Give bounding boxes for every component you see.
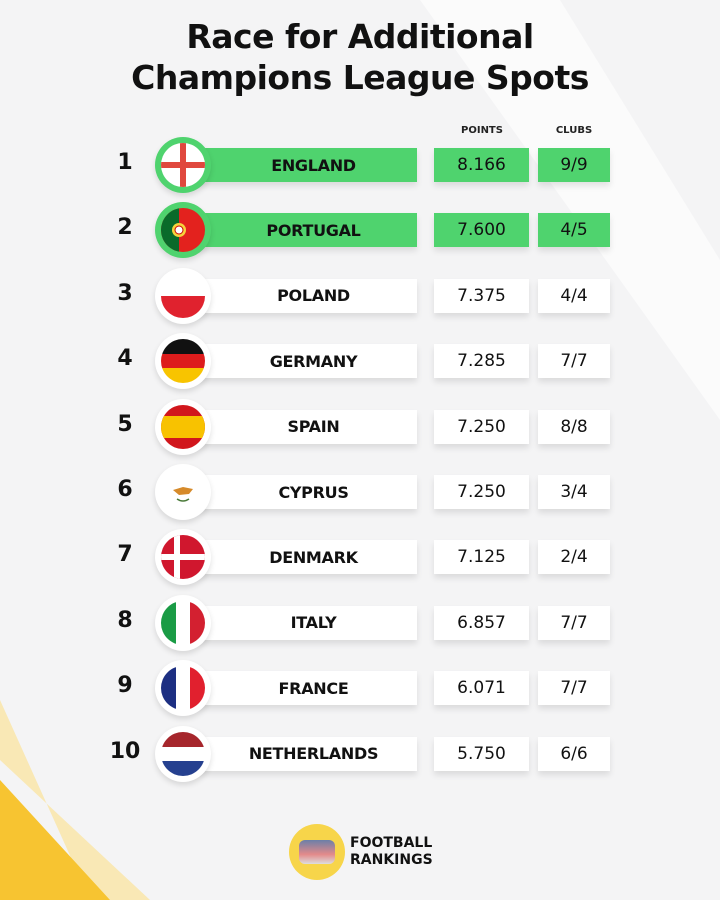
rank-number: 8 — [117, 607, 133, 633]
decorative-stripe-yellow — [0, 780, 110, 900]
clubs-value: 2/4 — [538, 540, 610, 575]
country-name: FRANCE — [195, 671, 417, 706]
table-row: 10 NETHERLANDS 5.750 6/6 — [0, 725, 720, 785]
brand-line-2: RANKINGS — [350, 852, 433, 868]
table-row: 9 FRANCE 6.071 7/7 — [0, 659, 720, 719]
rank-number: 2 — [117, 215, 133, 241]
title-line-1: Race for Additional — [186, 17, 534, 56]
logo-image — [299, 840, 335, 864]
rank-number: 9 — [117, 673, 133, 699]
country-name: ITALY — [195, 605, 417, 640]
table-row: 1 ENGLAND 8.166 9/9 — [0, 136, 720, 196]
country-name: PORTUGAL — [195, 213, 417, 248]
points-value: 6.071 — [434, 671, 529, 706]
table-row: 3 POLAND 7.375 4/4 — [0, 267, 720, 327]
clubs-header: CLUBS — [555, 125, 593, 136]
table-row: 4 GERMANY 7.285 7/7 — [0, 332, 720, 392]
clubs-value: 6/6 — [538, 736, 610, 771]
points-value: 7.375 — [434, 278, 529, 313]
france-flag-icon — [155, 660, 211, 717]
football-rankings-logo — [289, 824, 345, 880]
decorative-stripe-light — [0, 700, 150, 900]
clubs-value: 4/5 — [538, 213, 610, 248]
points-value: 8.166 — [434, 148, 529, 182]
rank-number: 4 — [117, 346, 133, 372]
country-name: POLAND — [195, 278, 417, 313]
country-name: CYPRUS — [195, 475, 417, 509]
points-header: POINTS — [461, 125, 503, 136]
table-row: 6 CYPRUS 7.250 3/4 — [0, 463, 720, 523]
clubs-value: 4/4 — [538, 278, 610, 313]
country-name: ENGLAND — [195, 148, 417, 182]
germany-flag-icon — [155, 333, 211, 390]
rank-number: 1 — [117, 150, 133, 175]
table-row: 8 ITALY 6.857 7/7 — [0, 594, 720, 654]
table-row: 7 DENMARK 7.125 2/4 — [0, 528, 720, 588]
clubs-value: 7/7 — [538, 344, 610, 379]
country-name: DENMARK — [195, 540, 417, 575]
portugal-flag-icon — [155, 202, 211, 259]
title-line-2: Champions League Spots — [131, 58, 589, 97]
netherlands-flag-icon — [155, 725, 211, 782]
points-value: 7.600 — [434, 213, 529, 248]
rank-number: 5 — [117, 411, 133, 437]
brand-line-1: FOOTBALL — [350, 835, 433, 851]
italy-flag-icon — [155, 594, 211, 651]
points-value: 6.857 — [434, 605, 529, 640]
denmark-flag-icon — [155, 529, 211, 586]
spain-flag-icon — [155, 398, 211, 455]
country-name: NETHERLANDS — [195, 736, 417, 771]
points-value: 7.250 — [434, 475, 529, 509]
table-row: 5 SPAIN 7.250 8/8 — [0, 398, 720, 458]
page-title: Race for Additional Champions League Spot… — [0, 16, 720, 98]
clubs-value: 7/7 — [538, 605, 610, 640]
clubs-value: 8/8 — [538, 409, 610, 444]
clubs-value: 7/7 — [538, 671, 610, 706]
poland-flag-icon — [155, 267, 211, 324]
points-value: 7.125 — [434, 540, 529, 575]
table-row: 2 PORTUGAL 7.600 4/5 — [0, 201, 720, 261]
background-glare — [420, 0, 720, 420]
rank-number: 7 — [117, 542, 133, 568]
england-flag-icon — [155, 137, 211, 193]
points-value: 7.250 — [434, 409, 529, 444]
cyprus-flag-icon — [155, 464, 211, 520]
rank-number: 10 — [109, 738, 141, 764]
rank-number: 6 — [117, 477, 133, 502]
country-name: GERMANY — [195, 344, 417, 379]
points-value: 7.285 — [434, 344, 529, 379]
clubs-value: 9/9 — [538, 148, 610, 182]
clubs-value: 3/4 — [538, 475, 610, 509]
brand-name: FOOTBALL RANKINGS — [350, 835, 433, 869]
rank-number: 3 — [117, 280, 133, 306]
country-name: SPAIN — [195, 409, 417, 444]
points-value: 5.750 — [434, 736, 529, 771]
